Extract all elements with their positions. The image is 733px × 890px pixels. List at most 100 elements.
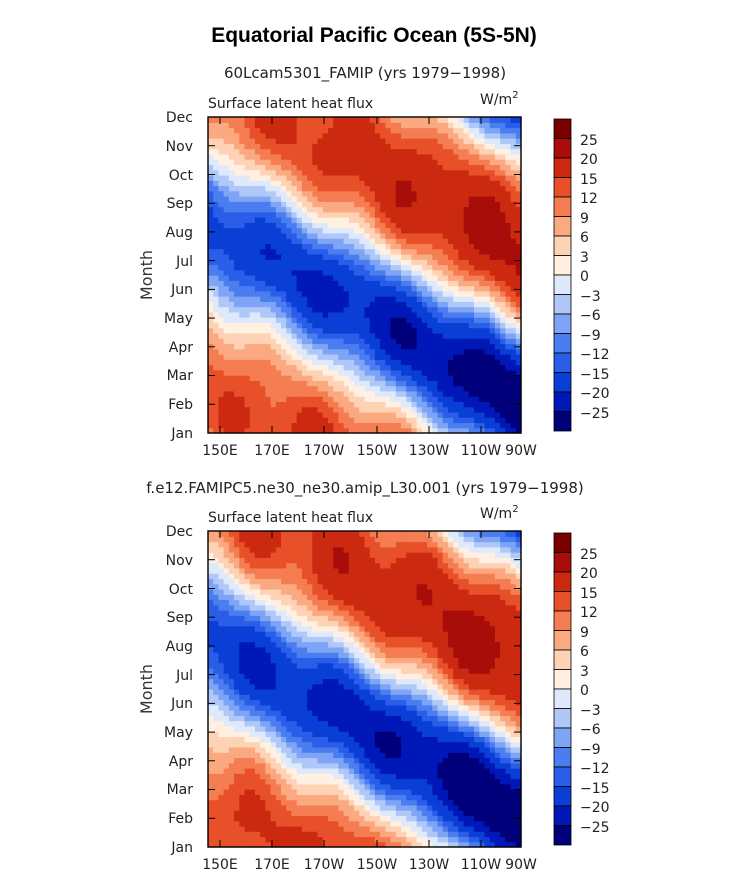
heatmap-cell <box>286 217 293 223</box>
heatmap-cell <box>254 269 261 276</box>
heatmap-cell <box>317 836 324 843</box>
heatmap-cell <box>270 794 277 801</box>
heatmap-cell <box>421 248 428 255</box>
heatmap-cell <box>223 138 230 144</box>
heatmap-cell <box>374 332 381 339</box>
heatmap-cell <box>338 390 345 397</box>
heatmap-cell <box>218 641 225 648</box>
heatmap-cell <box>260 248 266 255</box>
heatmap-cell <box>343 196 350 202</box>
heatmap-cell <box>463 117 470 123</box>
heatmap-cell <box>301 552 308 558</box>
heatmap-cell <box>265 704 272 711</box>
heatmap-cell <box>239 248 246 255</box>
heatmap-cell <box>447 201 454 208</box>
heatmap-cell <box>270 715 277 722</box>
heatmap-cell <box>270 354 277 360</box>
heatmap-cell <box>228 132 235 139</box>
heatmap-cell <box>327 138 334 144</box>
heatmap-cell <box>296 673 303 680</box>
heatmap-cell <box>364 338 371 345</box>
heatmap-cell <box>312 673 319 680</box>
heatmap-cell <box>260 699 266 706</box>
heatmap-cell <box>322 227 329 234</box>
heatmap-cell <box>489 169 496 176</box>
heatmap-cell <box>354 422 360 429</box>
heatmap-cell <box>296 704 303 711</box>
heatmap-cell <box>208 422 214 429</box>
heatmap-cell <box>395 401 402 408</box>
heatmap-cell <box>343 253 350 260</box>
heatmap-cell <box>281 757 287 764</box>
heatmap-cell <box>416 227 423 234</box>
heatmap-cell <box>333 232 340 239</box>
heatmap-cell <box>442 243 449 250</box>
heatmap-cell <box>515 138 522 144</box>
heatmap-cell <box>208 180 214 187</box>
heatmap-cell <box>270 201 277 208</box>
heatmap-cell <box>218 699 225 706</box>
heatmap-cell <box>260 620 266 627</box>
heatmap-cell <box>213 317 220 323</box>
heatmap-cell <box>343 232 350 239</box>
heatmap-cell <box>354 390 360 397</box>
x-tick-150e: 150E <box>202 443 238 459</box>
heatmap-cell <box>374 180 381 187</box>
heatmap-cell <box>406 232 413 239</box>
heatmap-cell <box>474 206 480 213</box>
heatmap-cell <box>301 369 308 376</box>
heatmap-cell <box>223 652 230 658</box>
heatmap-cell <box>369 411 376 418</box>
heatmap-cell <box>275 132 282 139</box>
heatmap-cell <box>374 411 381 418</box>
heatmap-cell <box>489 380 496 387</box>
heatmap-cell <box>244 588 251 595</box>
heatmap-cell <box>416 211 423 218</box>
heatmap-cell <box>327 322 334 329</box>
heatmap-cell <box>244 757 251 764</box>
heatmap-cell <box>359 169 366 176</box>
heatmap-cell <box>296 789 303 795</box>
heatmap-cell <box>291 222 298 229</box>
heatmap-cell <box>390 117 397 123</box>
heatmap-cell <box>301 322 308 329</box>
heatmap-cell <box>244 557 251 564</box>
heatmap-cell <box>281 306 287 313</box>
heatmap-cell <box>437 264 444 271</box>
heatmap-cell <box>463 427 470 434</box>
heatmap-cell <box>374 290 381 297</box>
heatmap-cell <box>468 138 475 144</box>
heatmap-cell <box>317 815 324 822</box>
heatmap-cell <box>510 354 517 360</box>
heatmap-cell <box>380 369 386 376</box>
heatmap-cell <box>510 285 517 292</box>
heatmap-cell <box>395 317 402 323</box>
heatmap-cell <box>260 138 266 144</box>
heatmap-cell <box>348 227 355 234</box>
heatmap-cell <box>296 264 303 271</box>
heatmap-cell <box>291 411 298 418</box>
heatmap-cell <box>312 783 319 790</box>
heatmap-cell <box>223 190 230 197</box>
heatmap-cell <box>275 322 282 329</box>
heatmap-cell <box>369 138 376 144</box>
heatmap-cell <box>474 169 480 176</box>
heatmap-cell <box>385 343 392 350</box>
heatmap-cell <box>343 264 350 271</box>
heatmap-cell <box>322 201 329 208</box>
heatmap-cell <box>322 396 329 402</box>
heatmap-cell <box>223 804 230 811</box>
heatmap-cell <box>244 810 251 816</box>
heatmap-cell <box>228 820 235 827</box>
heatmap-cell <box>223 694 230 701</box>
heatmap-cell <box>427 153 433 160</box>
heatmap-cell <box>218 541 225 548</box>
heatmap-cell <box>249 789 256 795</box>
heatmap-cell <box>322 338 329 345</box>
heatmap-cell <box>270 594 277 601</box>
heatmap-cell <box>223 546 230 553</box>
heatmap-cell <box>312 599 319 606</box>
heatmap-cell <box>395 185 402 192</box>
heatmap-cell <box>385 185 392 192</box>
heatmap-cell <box>421 401 428 408</box>
